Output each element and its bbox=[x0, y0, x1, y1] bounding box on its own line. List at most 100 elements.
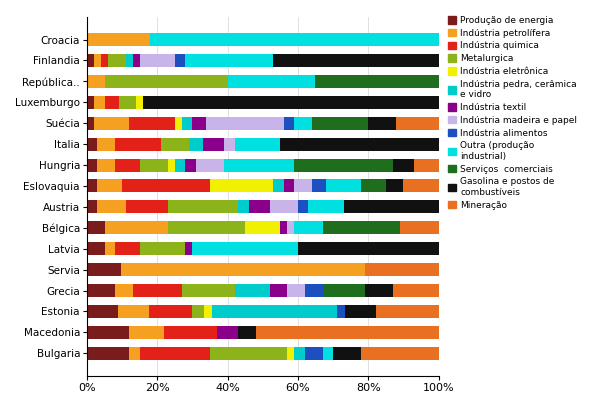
Bar bbox=[105, 75, 227, 88]
Bar bbox=[105, 96, 118, 109]
Bar bbox=[87, 284, 115, 297]
Bar bbox=[129, 347, 140, 360]
Bar bbox=[287, 347, 295, 360]
Bar bbox=[87, 137, 98, 151]
Bar bbox=[87, 263, 121, 276]
Bar bbox=[175, 117, 182, 130]
Bar bbox=[210, 347, 287, 360]
Bar bbox=[224, 137, 234, 151]
Bar bbox=[168, 159, 175, 171]
Bar bbox=[249, 200, 270, 213]
Bar bbox=[376, 305, 439, 318]
Bar bbox=[212, 305, 337, 318]
Bar bbox=[108, 54, 126, 67]
Bar bbox=[343, 200, 439, 213]
Bar bbox=[192, 242, 298, 255]
Bar bbox=[365, 263, 439, 276]
Bar bbox=[118, 305, 149, 318]
Bar bbox=[87, 221, 105, 234]
Bar bbox=[305, 284, 322, 297]
Bar bbox=[87, 117, 94, 130]
Bar bbox=[312, 180, 326, 193]
Bar bbox=[94, 96, 105, 109]
Bar bbox=[140, 242, 186, 255]
Bar bbox=[361, 347, 439, 360]
Bar bbox=[365, 284, 393, 297]
Bar bbox=[298, 242, 439, 255]
Bar bbox=[182, 117, 192, 130]
Bar bbox=[192, 117, 206, 130]
Bar bbox=[203, 137, 224, 151]
Bar bbox=[287, 221, 295, 234]
Bar bbox=[368, 117, 396, 130]
Bar bbox=[270, 200, 298, 213]
Bar bbox=[234, 284, 270, 297]
Bar bbox=[87, 180, 98, 193]
Bar bbox=[168, 221, 245, 234]
Legend: Produção de energia, Indústria petrolífera, Indústria quimica, Metalurgica, Indú: Produção de energia, Indústria petrolífe… bbox=[447, 14, 579, 211]
Bar bbox=[175, 54, 186, 67]
Bar bbox=[396, 117, 439, 130]
Bar bbox=[87, 96, 94, 109]
Bar bbox=[168, 200, 238, 213]
Bar bbox=[133, 284, 182, 297]
Bar bbox=[403, 180, 439, 193]
Bar bbox=[94, 117, 129, 130]
Bar bbox=[101, 54, 108, 67]
Bar bbox=[305, 347, 322, 360]
Bar bbox=[295, 117, 312, 130]
Bar bbox=[186, 242, 192, 255]
Bar bbox=[238, 326, 256, 339]
Bar bbox=[143, 96, 439, 109]
Bar bbox=[115, 137, 161, 151]
Bar bbox=[206, 117, 284, 130]
Bar bbox=[182, 284, 234, 297]
Bar bbox=[273, 54, 439, 67]
Bar bbox=[400, 221, 439, 234]
Bar bbox=[189, 137, 203, 151]
Bar bbox=[87, 200, 98, 213]
Bar bbox=[312, 117, 368, 130]
Bar bbox=[87, 305, 118, 318]
Bar bbox=[287, 284, 305, 297]
Bar bbox=[326, 180, 361, 193]
Bar bbox=[140, 347, 210, 360]
Bar bbox=[87, 242, 105, 255]
Bar bbox=[126, 200, 168, 213]
Bar bbox=[196, 159, 224, 171]
Bar bbox=[98, 200, 126, 213]
Bar bbox=[129, 326, 164, 339]
Bar bbox=[115, 242, 140, 255]
Bar bbox=[295, 347, 305, 360]
Bar bbox=[280, 137, 439, 151]
Bar bbox=[161, 137, 189, 151]
Bar bbox=[121, 263, 365, 276]
Bar bbox=[245, 221, 280, 234]
Bar bbox=[87, 347, 129, 360]
Bar bbox=[133, 54, 140, 67]
Bar bbox=[322, 347, 333, 360]
Bar bbox=[150, 33, 439, 46]
Bar bbox=[149, 305, 192, 318]
Bar bbox=[87, 75, 105, 88]
Bar bbox=[227, 75, 315, 88]
Bar bbox=[234, 137, 280, 151]
Bar bbox=[238, 200, 249, 213]
Bar bbox=[186, 159, 196, 171]
Bar bbox=[118, 96, 136, 109]
Bar bbox=[105, 221, 168, 234]
Bar bbox=[284, 117, 295, 130]
Bar bbox=[186, 54, 273, 67]
Bar bbox=[308, 200, 343, 213]
Bar bbox=[210, 180, 273, 193]
Bar bbox=[224, 159, 295, 171]
Bar bbox=[136, 96, 143, 109]
Bar bbox=[122, 180, 210, 193]
Bar bbox=[87, 326, 129, 339]
Bar bbox=[87, 33, 150, 46]
Bar bbox=[414, 159, 439, 171]
Bar bbox=[270, 284, 287, 297]
Bar bbox=[315, 75, 439, 88]
Bar bbox=[140, 54, 175, 67]
Bar bbox=[345, 305, 376, 318]
